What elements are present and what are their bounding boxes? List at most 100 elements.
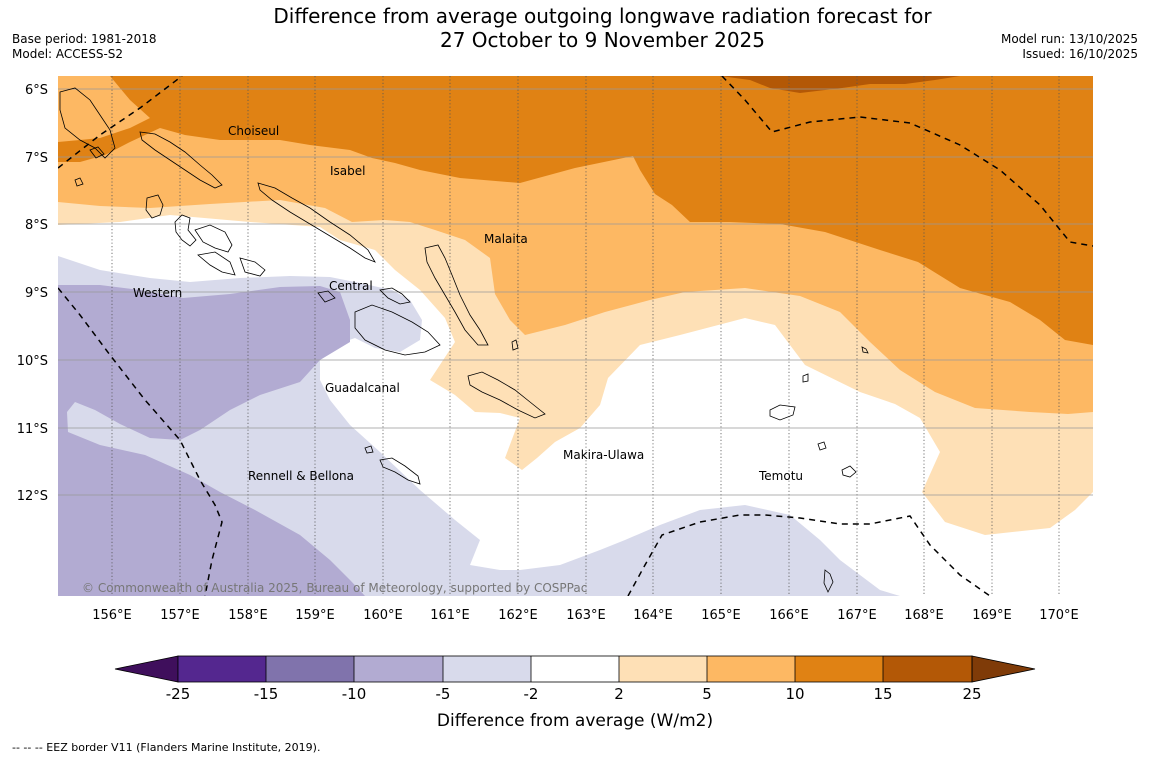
region-label-central: Central [329, 279, 373, 293]
colorbar-tick-label: 15 [873, 685, 892, 703]
region-label-temotu: Temotu [758, 469, 803, 483]
region-label-guadalcanal: Guadalcanal [325, 381, 400, 395]
lon-label-170e: 170°E [1039, 608, 1079, 623]
lat-label-12s: 12°S [17, 489, 48, 504]
colorbar-segment [266, 656, 354, 682]
lon-label-161e: 161°E [430, 608, 470, 623]
colorbar-tick-label: -15 [254, 685, 279, 703]
lon-label-168e: 168°E [904, 608, 944, 623]
colorbar-segment [619, 656, 707, 682]
colorbar-segment [883, 656, 972, 682]
rendova-island [197, 251, 236, 276]
isabel-island [257, 182, 376, 263]
santa-cruz-island [769, 404, 796, 421]
eez-border-south-east [627, 514, 991, 596]
region-label-isabel: Isabel [330, 164, 365, 178]
lon-label-160e: 160°E [363, 608, 403, 623]
colorbar-segment [354, 656, 443, 682]
lat-label-11s: 11°S [17, 422, 48, 437]
colorbar-segment [707, 656, 795, 682]
base-period-label: Base period: 1981-2018 [12, 32, 157, 46]
lon-label-166e: 166°E [769, 608, 809, 623]
lon-label-158e: 158°E [228, 608, 268, 623]
duff-islands [861, 346, 869, 354]
vangunu-island [239, 257, 266, 277]
region-label-rennell-bellona: Rennell & Bellona [248, 469, 354, 483]
eez-border-north-west [58, 76, 183, 169]
eez-border-west [58, 287, 223, 596]
colorbar: -25 -15 -10 -5 -2 2 5 10 15 25 Differenc… [114, 655, 1036, 731]
colorbar-segment [531, 656, 619, 682]
colorbar-segment [795, 656, 883, 682]
colorbar-tick-label: 10 [785, 685, 804, 703]
colorbar-extend-high [971, 655, 1036, 683]
ulawa-island [511, 339, 519, 351]
lon-label-169e: 169°E [972, 608, 1012, 623]
colorbar-segment [443, 656, 531, 682]
region-label-malaita: Malaita [484, 232, 528, 246]
colorbar-dividers [265, 656, 884, 682]
malaita-island [424, 244, 489, 346]
model-run-label: Model run: 13/10/2025 [1000, 32, 1138, 46]
colorbar-tick-label: -10 [342, 685, 367, 703]
coastlines [59, 87, 869, 593]
florida-islands [379, 287, 411, 305]
lat-label-9s: 9°S [25, 286, 48, 301]
lon-label-157e: 157°E [160, 608, 200, 623]
region-label-western: Western [133, 286, 182, 300]
lon-label-167e: 167°E [837, 608, 877, 623]
choiseul-island [139, 131, 223, 189]
copyright-notice: © Commonwealth of Australia 2025, Bureau… [82, 581, 587, 595]
colorbar-tick-label: -5 [436, 685, 451, 703]
kolombangara-island [194, 224, 233, 253]
shortland-island [59, 87, 116, 159]
eez-border-north-east [721, 76, 1093, 247]
colorbar-frame [177, 655, 973, 683]
lon-label-164e: 164°E [633, 608, 673, 623]
colorbar-tick-label: 5 [702, 685, 712, 703]
lon-label-163e: 163°E [566, 608, 606, 623]
colorbar-tick-label: 25 [962, 685, 981, 703]
utupua-island [817, 441, 827, 451]
eez-legend-note: -- -- -- EEZ border V11 (Flanders Marine… [12, 741, 321, 754]
colorbar-tick-label: -2 [524, 685, 539, 703]
region-label-makira-ulawa: Makira-Ulawa [563, 448, 644, 462]
tikopia-island [823, 569, 834, 593]
anomaly-band-10-to-15 [58, 76, 1093, 345]
guadalcanal-island [354, 304, 441, 356]
rennell-island [379, 457, 421, 485]
lat-label-7s: 7°S [25, 151, 48, 166]
fauro-island [89, 146, 105, 159]
colorbar-extend-low [114, 655, 179, 683]
colorbar-segment [178, 656, 266, 682]
latitude-grid-lines [58, 88, 1093, 496]
region-label-choiseul: Choiseul [228, 124, 279, 138]
russell-islands [317, 290, 336, 303]
lon-label-159e: 159°E [295, 608, 335, 623]
vanikoro-island [841, 465, 857, 478]
colorbar-tick-label: -25 [166, 685, 191, 703]
title-line-1: Difference from average outgoing longwav… [273, 4, 932, 28]
model-label: Model: ACCESS-S2 [12, 47, 124, 61]
lat-label-8s: 8°S [25, 218, 48, 233]
eez-borders [58, 76, 1093, 596]
lat-label-6s: 6°S [25, 83, 48, 98]
lon-label-165e: 165°E [701, 608, 741, 623]
colorbar-tick-label: 2 [614, 685, 624, 703]
lon-label-162e: 162°E [498, 608, 538, 623]
anomaly-band-minus5-to-minus10 [58, 285, 365, 596]
page-title: Difference from average outgoing longwav… [200, 4, 1005, 52]
lat-label-10s: 10°S [17, 354, 48, 369]
issued-label: Issued: 16/10/2025 [1022, 47, 1138, 61]
title-line-2: 27 October to 9 November 2025 [439, 28, 766, 52]
latitude-labels: 6°S 7°S 8°S 9°S 10°S 11°S 12°S [17, 83, 48, 504]
lon-label-156e: 156°E [92, 608, 132, 623]
bellona-island [364, 445, 374, 454]
makira-island [467, 371, 546, 419]
map-area: Choiseul Isabel Malaita Western Central … [58, 76, 1093, 596]
colorbar-title: Difference from average (W/m2) [437, 711, 713, 731]
reef-islands [802, 373, 809, 383]
treasury-island [74, 177, 84, 187]
longitude-labels: 156°E 157°E 158°E 159°E 160°E 161°E 162°… [92, 608, 1079, 623]
